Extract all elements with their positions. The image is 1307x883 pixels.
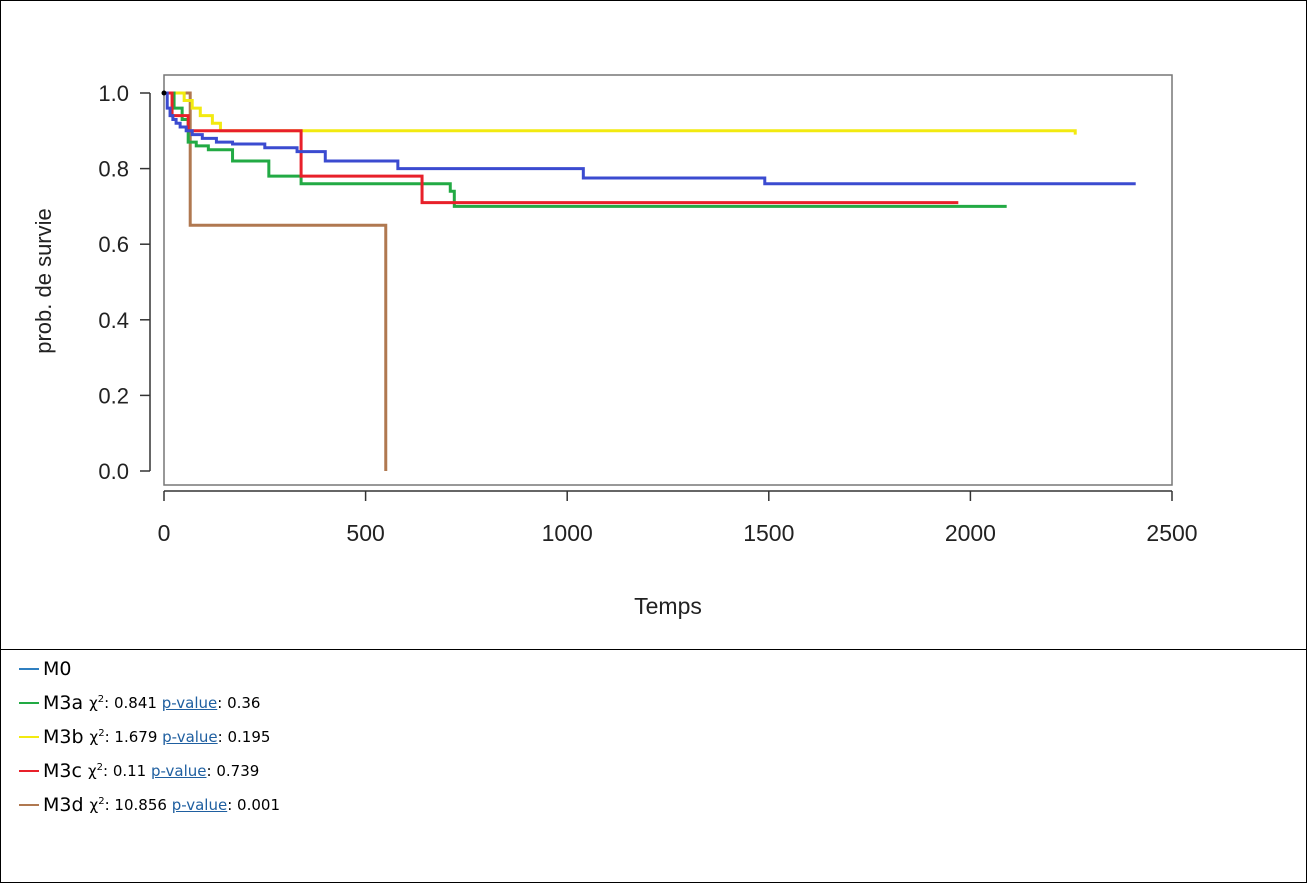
legend-swatch-m3d bbox=[19, 804, 39, 806]
chart-cell: 0 500 1000 1500 2000 2500 0.0 0.2 0.4 0.6 0.8 1.0 … bbox=[1, 1, 1306, 650]
x-axis: 0 500 1000 1500 2000 2500 bbox=[158, 490, 1198, 546]
chi-square-label: χ2 bbox=[89, 728, 105, 746]
chi-square-value: 0.11 bbox=[112, 762, 147, 780]
legend-row-m0: M0 bbox=[19, 654, 71, 684]
series-line-m3d bbox=[164, 91, 388, 471]
survival-chart: 0 500 1000 1500 2000 2500 0.00.20.40.60.81.0 … bbox=[31, 74, 1198, 619]
y-tick-label: 0.6 bbox=[98, 232, 129, 257]
x-tick-label: 1000 bbox=[542, 520, 593, 546]
legend: M0 M3a χ2: 0.841 p-value: 0.36 M3b χ2: 1… bbox=[1, 650, 1306, 882]
legend-swatch-m3a bbox=[19, 702, 39, 704]
x-tick-label: 500 bbox=[346, 520, 384, 546]
legend-stat: χ2: 0.841 p-value: 0.36 bbox=[89, 694, 261, 712]
legend-name: M3d bbox=[43, 794, 84, 816]
x-axis-label: Temps bbox=[634, 593, 702, 619]
legend-stat: χ2: 10.856 p-value: 0.001 bbox=[89, 796, 280, 814]
legend-row-m3a: M3a χ2: 0.841 p-value: 0.36 bbox=[19, 688, 260, 718]
legend-stat: χ2: 1.679 p-value: 0.195 bbox=[89, 728, 271, 746]
legend-stat: χ2: 0.11 p-value: 0.739 bbox=[87, 762, 260, 780]
y-axis: 0.0 0.2 0.4 0.6 0.8 1.0 bbox=[98, 81, 151, 484]
chi-square-value: 0.841 bbox=[114, 694, 157, 712]
y-tick-label: 0.8 bbox=[98, 157, 129, 182]
legend-name: M0 bbox=[43, 658, 72, 680]
series-line-m0 bbox=[164, 91, 1136, 186]
p-value: 0.739 bbox=[216, 762, 260, 780]
y-tick-label: 0.0 bbox=[98, 459, 129, 484]
x-tick-label: 1500 bbox=[743, 520, 794, 546]
x-tick-label: 0 bbox=[158, 520, 171, 546]
legend-row-m3d: M3d χ2: 10.856 p-value: 0.001 bbox=[19, 790, 280, 820]
x-tick-label: 2500 bbox=[1146, 520, 1197, 546]
chi-square-label: χ2 bbox=[87, 762, 103, 780]
x-tick-label: 2000 bbox=[945, 520, 996, 546]
series-layer bbox=[161, 90, 1136, 471]
plot-frame bbox=[163, 74, 1173, 486]
series-line-m3b bbox=[164, 91, 1077, 135]
series-line-m3c bbox=[164, 91, 959, 205]
legend-name: M3a bbox=[43, 692, 84, 714]
legend-swatch-m0 bbox=[19, 668, 39, 670]
chi-square-label: χ2 bbox=[89, 796, 105, 814]
legend-swatch-m3b bbox=[19, 736, 39, 738]
p-value: 0.36 bbox=[227, 694, 261, 712]
p-value-link[interactable]: p-value bbox=[161, 694, 218, 712]
y-tick-label: 0.4 bbox=[98, 308, 129, 333]
series-line-m3a bbox=[164, 91, 1007, 208]
chi-square-label: χ2 bbox=[89, 694, 105, 712]
p-value-link[interactable]: p-value bbox=[151, 762, 207, 780]
chi-square-value: 10.856 bbox=[114, 796, 167, 814]
p-value-link[interactable]: p-value bbox=[162, 728, 218, 746]
legend-name: M3c bbox=[43, 760, 82, 782]
p-value: 0.195 bbox=[227, 728, 271, 746]
y-tick-label: 0.2 bbox=[98, 383, 129, 408]
legend-name: M3b bbox=[43, 726, 84, 748]
legend-row-m3c: M3c χ2: 0.11 p-value: 0.739 bbox=[19, 756, 259, 786]
legend-row-m3b: M3b χ2: 1.679 p-value: 0.195 bbox=[19, 722, 270, 752]
start-point bbox=[161, 90, 167, 96]
p-value: 0.001 bbox=[237, 796, 280, 814]
y-axis-label: prob. de survie bbox=[31, 208, 56, 354]
chi-square-value: 1.679 bbox=[114, 728, 158, 746]
p-value-link[interactable]: p-value bbox=[171, 796, 228, 814]
legend-swatch-m3c bbox=[19, 770, 39, 772]
y-tick-label: 1.0 bbox=[98, 81, 129, 106]
